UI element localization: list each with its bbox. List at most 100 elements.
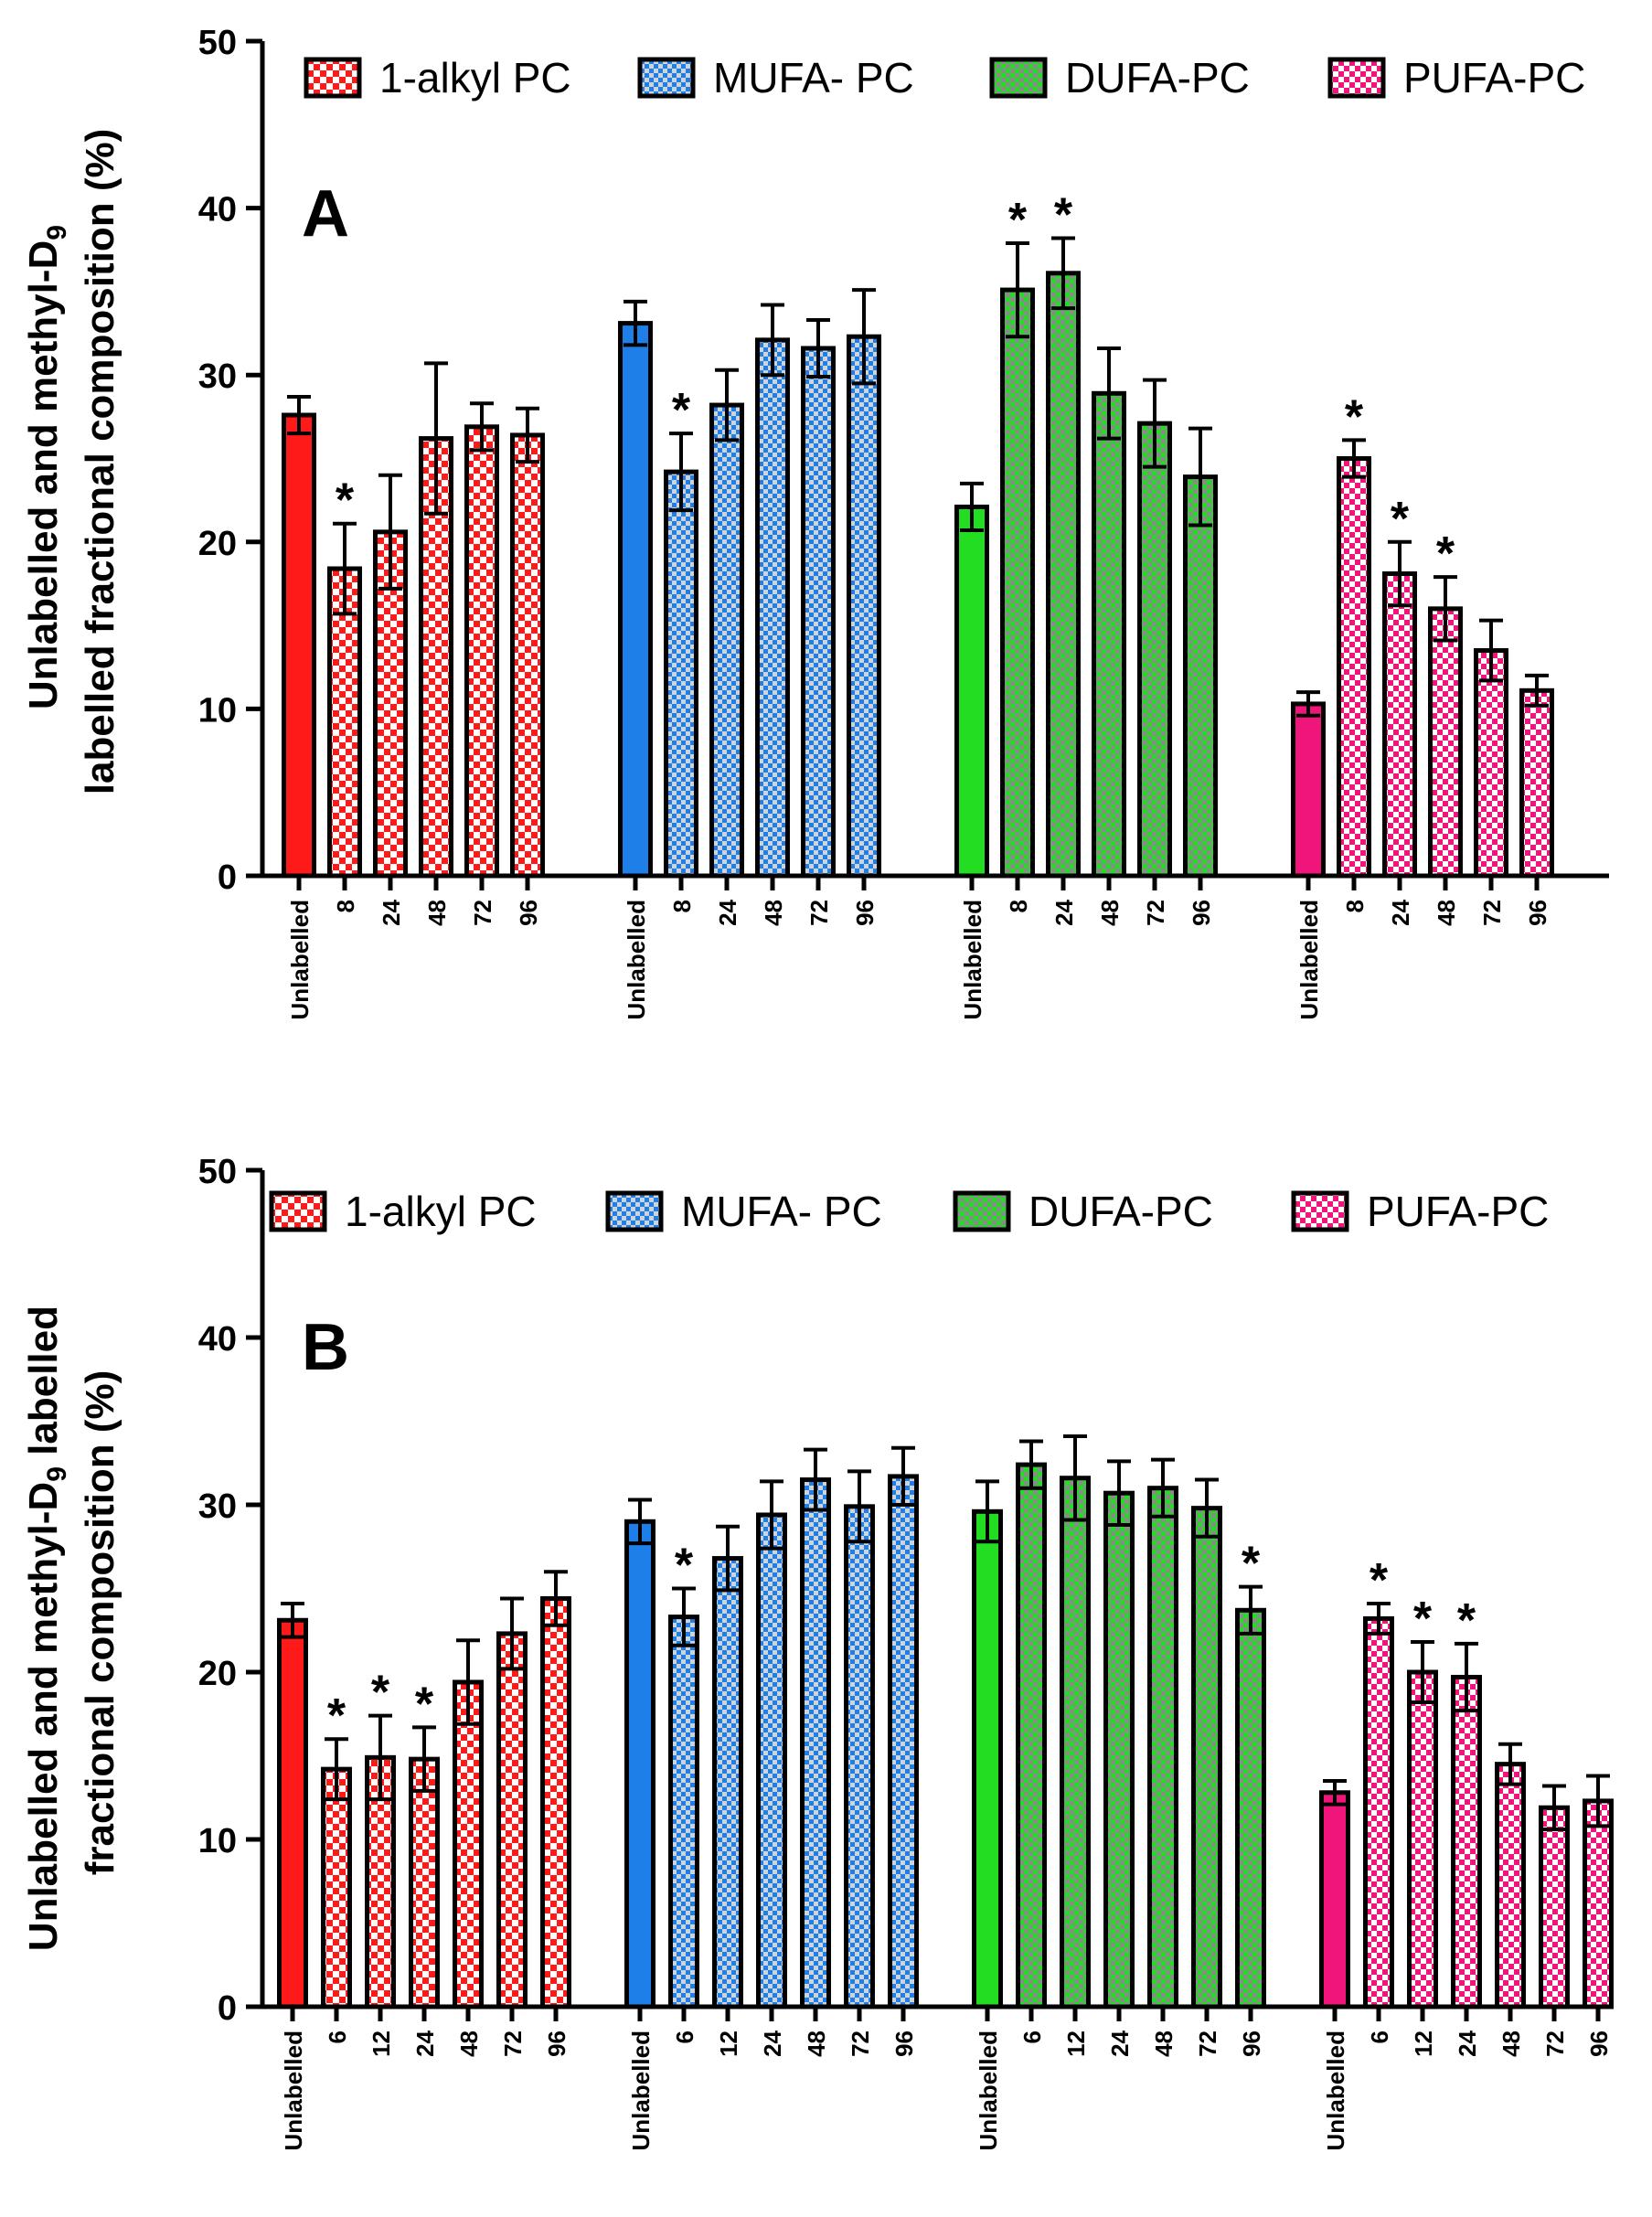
y-tick-label: 0 bbox=[218, 858, 237, 897]
y-axis-label-line-1: Unlabelled and methyl-D9 labelled bbox=[21, 1306, 72, 1951]
significance-star: * bbox=[1413, 1593, 1433, 1646]
bar-3-1 bbox=[1363, 1615, 1394, 2009]
x-tick-label: 96 bbox=[851, 900, 879, 926]
bar-2-2 bbox=[1046, 271, 1081, 879]
bar-3-5 bbox=[1519, 687, 1554, 879]
bar-1-5 bbox=[844, 1504, 875, 2009]
x-tick-label: 6 bbox=[1018, 2030, 1046, 2043]
significance-star: * bbox=[675, 1540, 694, 1593]
x-tick-label: 24 bbox=[1106, 2030, 1134, 2056]
x-tick-label: 48 bbox=[1433, 900, 1460, 926]
x-tick-label: 72 bbox=[1194, 2030, 1221, 2057]
x-tick-label: 96 bbox=[890, 2030, 918, 2057]
bar-2-2 bbox=[1060, 1476, 1091, 2009]
x-tick-label: 96 bbox=[515, 900, 542, 926]
bar-2-6 bbox=[1235, 1607, 1266, 2009]
bar-2-3 bbox=[1103, 1490, 1135, 2009]
bar-2-3 bbox=[1092, 390, 1126, 879]
y-tick-label: 40 bbox=[198, 191, 237, 229]
bar-2-5 bbox=[1183, 474, 1218, 879]
bar-1-0 bbox=[624, 1519, 655, 2009]
bar-1-2 bbox=[709, 402, 744, 879]
x-tick-label: 72 bbox=[805, 900, 833, 926]
significance-star: * bbox=[672, 384, 691, 437]
legend: 1-alkyl PC MUFA- PC DUFA-PC PUFA-PC bbox=[269, 1188, 1549, 1235]
bar-2-0 bbox=[972, 1508, 1003, 2009]
significance-star: * bbox=[1054, 188, 1073, 241]
bar-3-2 bbox=[1407, 1669, 1438, 2009]
x-tick-label: 8 bbox=[1341, 900, 1369, 912]
x-tick-label: 24 bbox=[759, 2030, 786, 2056]
legend: 1-alkyl PC MUFA- PC DUFA-PC PUFA-PC bbox=[304, 54, 1585, 101]
y-tick-label: 30 bbox=[198, 1487, 237, 1526]
plot-area: 0 10 20 30 40 50 Unlabelled * 6 * 12 * 24 48 72 96 Unlab… bbox=[198, 1153, 1614, 2150]
legend-swatch-0 bbox=[304, 57, 362, 99]
legend-label-3: PUFA-PC bbox=[1403, 54, 1585, 101]
x-tick-label: 8 bbox=[332, 900, 359, 912]
x-tick-label: 48 bbox=[803, 2030, 830, 2057]
bar-1-3 bbox=[755, 337, 790, 879]
y-tick-label: 20 bbox=[198, 525, 237, 563]
x-tick-label: 48 bbox=[1497, 2030, 1525, 2057]
x-tick-label: 72 bbox=[1142, 900, 1169, 926]
x-tick-label: 96 bbox=[1585, 2030, 1613, 2057]
bar-0-1 bbox=[321, 1766, 352, 2009]
legend-label-2: DUFA-PC bbox=[1065, 54, 1250, 101]
y-tick-label: 20 bbox=[198, 1655, 237, 1693]
panel-b: Unlabelled and methyl-D9 labelled fracti… bbox=[21, 1153, 1614, 2150]
legend-swatch-2 bbox=[953, 1190, 1011, 1232]
panel-a: Unlabelled and methyl-D9 labelled fracti… bbox=[21, 24, 1609, 1019]
significance-star: * bbox=[371, 1667, 390, 1720]
y-axis-label-line-2: fractional composition (%) bbox=[78, 1370, 123, 1875]
significance-star: * bbox=[1391, 493, 1410, 546]
bar-0-4 bbox=[453, 1679, 484, 2009]
y-axis-label-line-2: labelled fractional composition (%) bbox=[78, 129, 123, 795]
bar-0-0 bbox=[277, 1617, 308, 2009]
x-tick-label: 72 bbox=[469, 900, 496, 926]
bar-2-5 bbox=[1191, 1506, 1222, 2009]
x-tick-label: 24 bbox=[714, 899, 741, 925]
y-tick-label: 50 bbox=[198, 1153, 237, 1191]
y-axis-label-line-1: Unlabelled and methyl-D9 bbox=[21, 225, 72, 709]
bar-2-0 bbox=[954, 504, 989, 879]
x-tick-label: 12 bbox=[368, 2030, 395, 2057]
x-tick-label: 6 bbox=[324, 2030, 351, 2043]
x-tick-label: Unlabelled bbox=[623, 900, 650, 1019]
legend-label-1: MUFA- PC bbox=[713, 54, 914, 101]
significance-star: * bbox=[327, 1689, 346, 1743]
significance-star: * bbox=[1436, 528, 1455, 581]
legend-label-0: 1-alkyl PC bbox=[345, 1188, 537, 1235]
bar-2-4 bbox=[1137, 421, 1172, 879]
y-tick-label: 10 bbox=[198, 691, 237, 730]
x-tick-label: 24 bbox=[378, 899, 405, 925]
bar-3-4 bbox=[1474, 647, 1508, 879]
bar-3-6 bbox=[1583, 1798, 1614, 2009]
x-tick-label: Unlabelled bbox=[627, 2030, 655, 2150]
legend-swatch-2 bbox=[989, 57, 1048, 99]
panel-letter: A bbox=[302, 177, 349, 250]
x-tick-label: Unlabelled bbox=[280, 2030, 307, 2150]
x-tick-label: 96 bbox=[543, 2030, 570, 2057]
bar-3-3 bbox=[1451, 1674, 1482, 2009]
x-tick-label: 6 bbox=[671, 2030, 698, 2043]
x-tick-label: Unlabelled bbox=[975, 2030, 1002, 2150]
significance-star: * bbox=[415, 1678, 434, 1731]
x-tick-label: 48 bbox=[455, 2030, 483, 2057]
bar-1-6 bbox=[888, 1474, 919, 2009]
x-tick-label: 24 bbox=[1454, 2030, 1481, 2056]
x-tick-label: Unlabelled bbox=[1295, 900, 1323, 1019]
significance-star: * bbox=[336, 474, 355, 528]
significance-star: * bbox=[1008, 194, 1028, 247]
y-tick-label: 40 bbox=[198, 1320, 237, 1359]
legend-swatch-1 bbox=[605, 1190, 664, 1232]
significance-star: * bbox=[1457, 1594, 1476, 1647]
x-tick-label: 12 bbox=[1410, 2030, 1437, 2057]
bar-0-5 bbox=[510, 432, 545, 879]
bar-3-2 bbox=[1382, 570, 1417, 879]
y-axis-label: Unlabelled and methyl-D9 labelled fracti… bbox=[21, 129, 123, 795]
legend-swatch-0 bbox=[269, 1190, 327, 1232]
x-tick-label: 48 bbox=[760, 900, 787, 926]
bar-1-4 bbox=[801, 346, 836, 879]
x-tick-label: 8 bbox=[1005, 900, 1032, 912]
